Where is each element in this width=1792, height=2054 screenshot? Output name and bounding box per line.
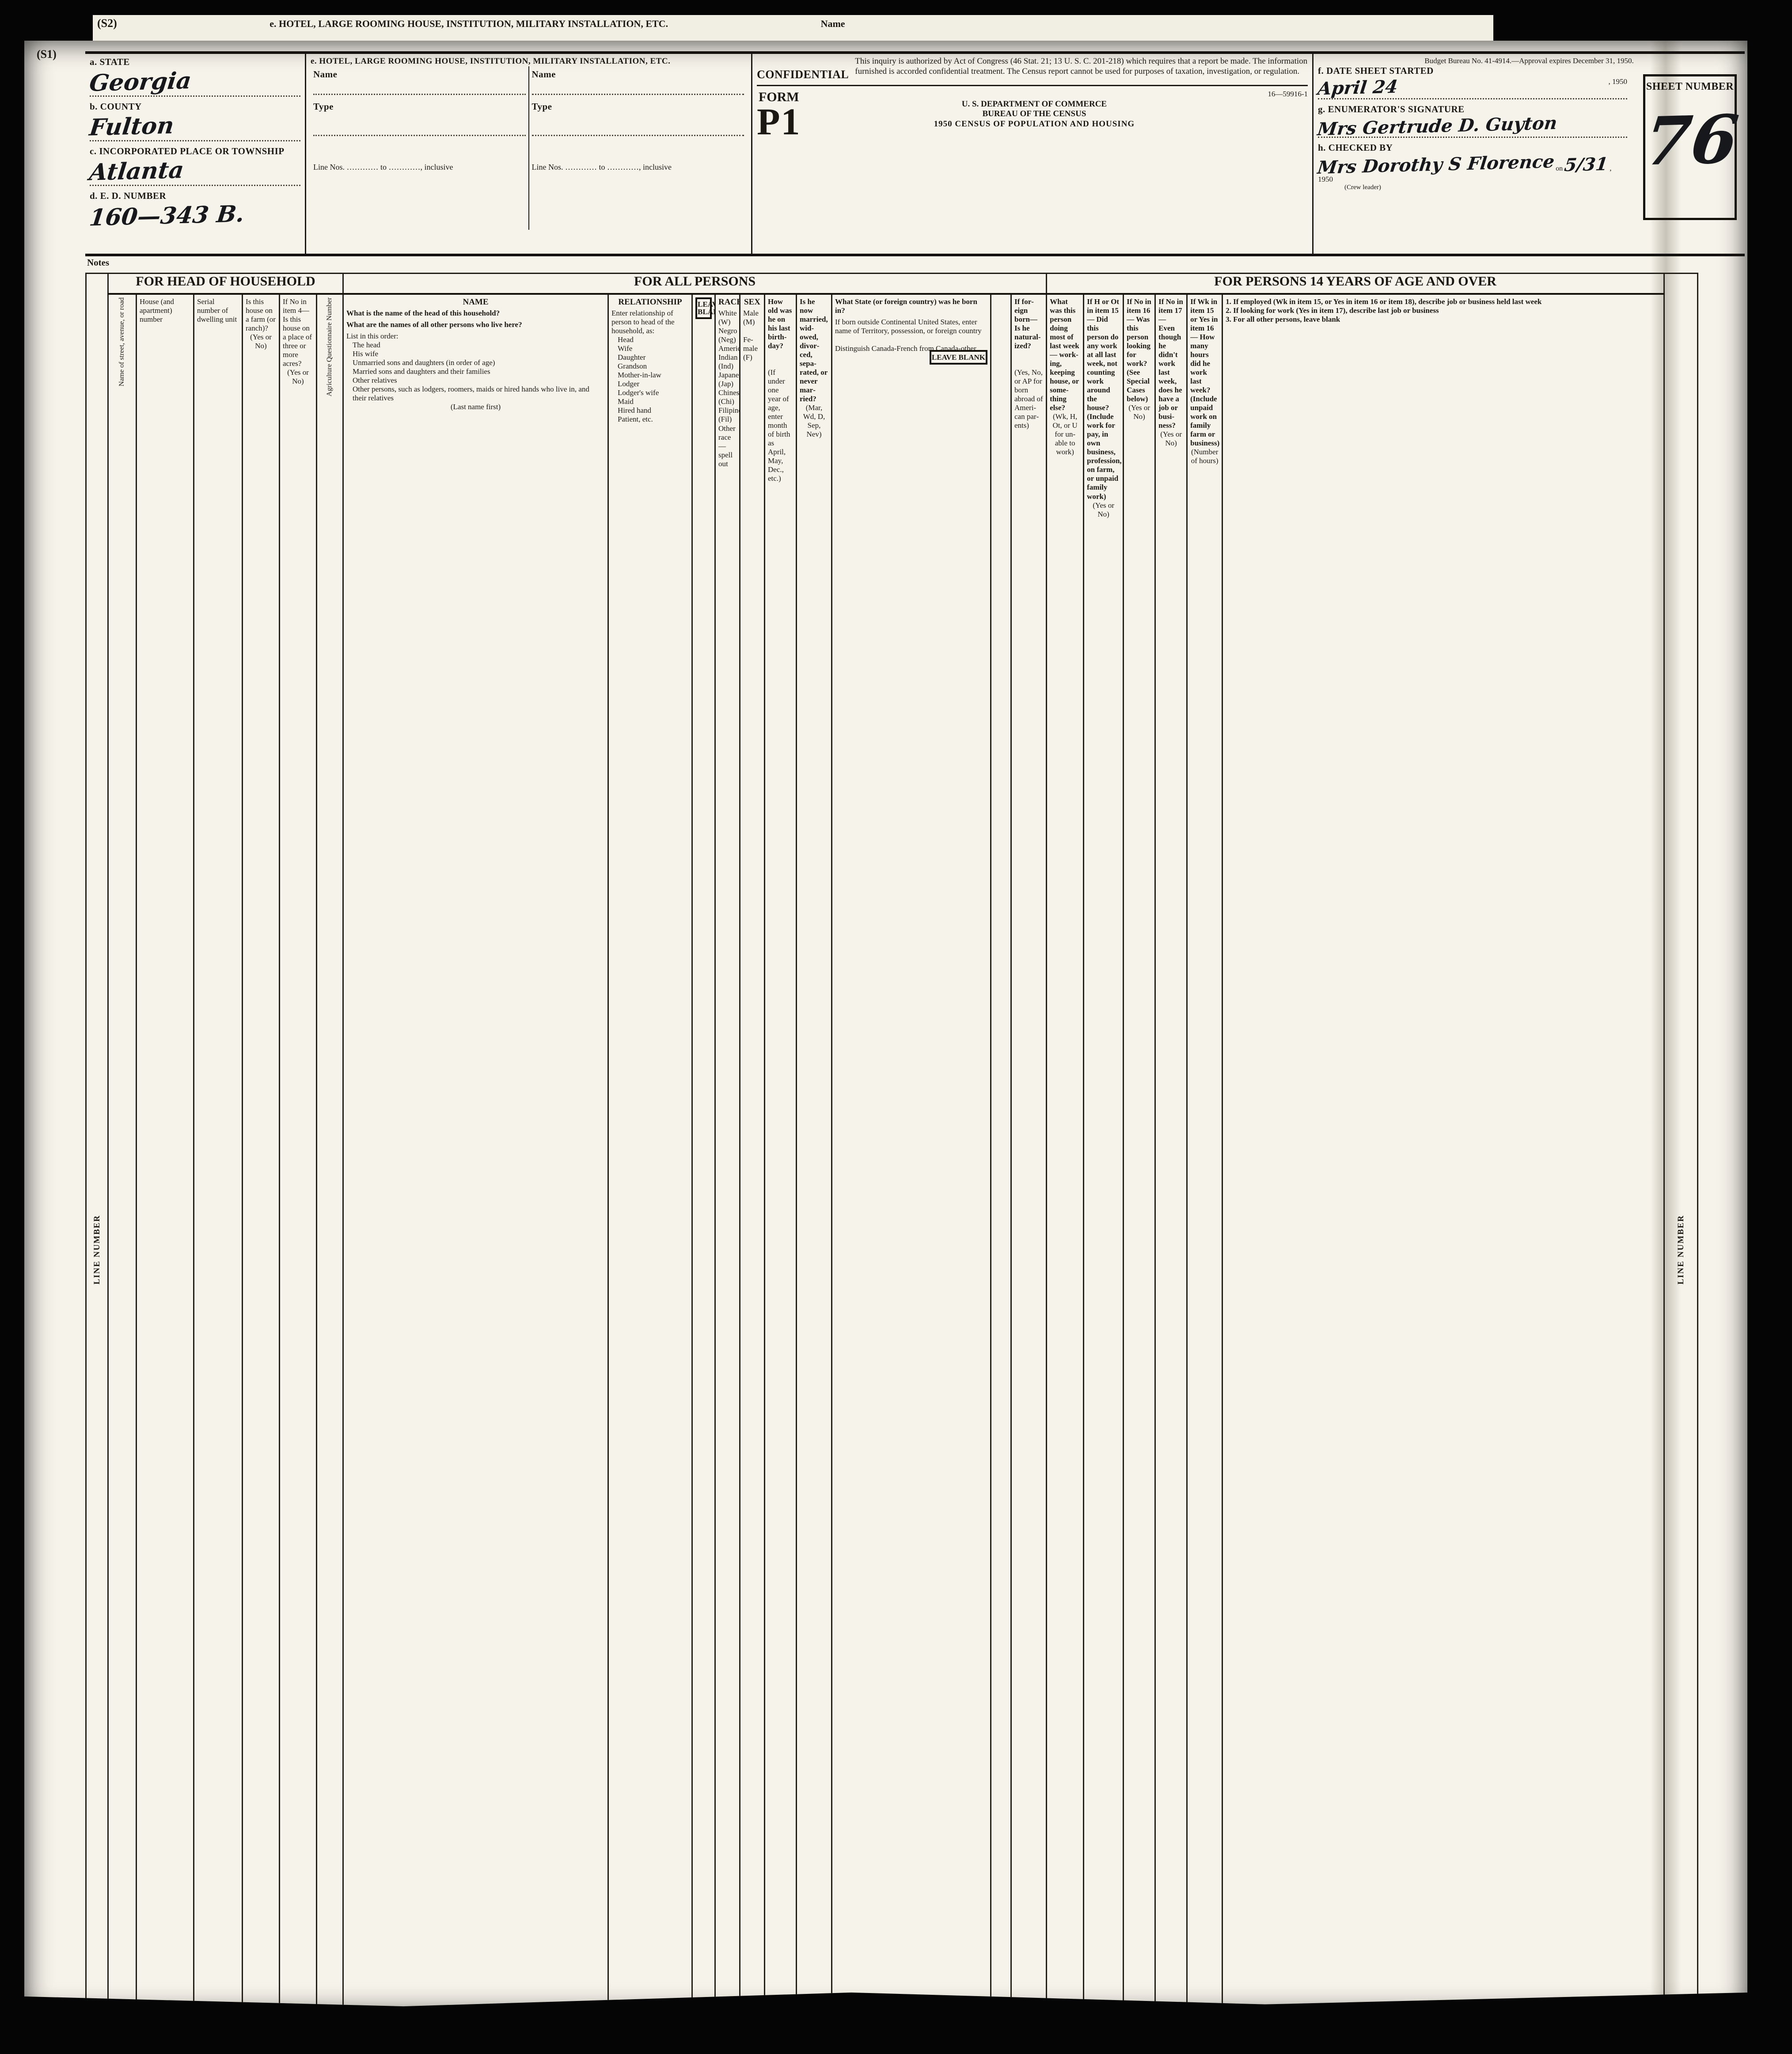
line-number-column-left: LINE NUMBER (85, 272, 109, 2007)
hotel-name-label-2: Name (532, 69, 556, 80)
section-head-of-household: FOR HEAD OF HOUSEHOLD (107, 273, 344, 295)
form-code: 16—59916-1 (1268, 90, 1308, 98)
col-house-header: House (and apart­ment) number (140, 297, 174, 323)
col-name-header: NAME What is the name of the head of this… (346, 297, 589, 411)
place-label: c. INCORPORATED PLACE OR TOWNSHIP (90, 146, 285, 156)
col-20b-header: What kind of business or industry was he… (1416, 2018, 1589, 2054)
hotel-col-2: Name Type Line Nos. ………… to …………, inclus… (529, 66, 747, 230)
col-birthplace-header: What State (or foreign country) was he b… (832, 295, 990, 365)
col-acres-header: If No in item 4— Is this house on a plac… (283, 297, 312, 385)
budget-line: Budget Bureau No. 41-4914.—Approval expi… (1424, 57, 1634, 65)
hotel-label: e. HOTEL, LARGE ROOMING HOUSE, INSTITUTI… (311, 57, 671, 66)
ed-number-value: 160—343 B. (87, 200, 246, 232)
hotel-box: e. HOTEL, LARGE ROOMING HOUSE, INSTITUTI… (306, 54, 752, 254)
department-title: U. S. DEPARTMENT OF COMMERCE (961, 99, 1107, 109)
col-19-header: If Wk in item 15 or Yes in item 16— How … (1190, 297, 1220, 465)
hotel-linenos-2: Line Nos. ………… to …………, inclusive (532, 163, 672, 171)
form-header: a. STATE Georgia b. COUNTY Fulton c. INC… (85, 51, 1745, 256)
col-relationship-header: RELATIONSHIP Enter relationship of person… (611, 297, 682, 424)
state-label: a. STATE (90, 57, 130, 67)
signature-box: Budget Bureau No. 41-4914.—Approval expi… (1314, 54, 1745, 254)
place-value: Atlanta (88, 156, 186, 186)
sheet-number-box: SHEET NUMBER 76 (1641, 74, 1742, 220)
check-year: , 1950 (1318, 164, 1612, 183)
col-17-header: If No in item 16— Was this per­son look­… (1127, 297, 1151, 421)
form-number-block: FORM P1 (757, 90, 801, 143)
col-naturalized-header: If for­eign born— Is he natu­ral­ized? (Y… (1014, 297, 1043, 430)
checker-signature: Mrs Dorothy S Florence (1316, 151, 1556, 178)
corner-label-s2: (S2) (97, 17, 117, 30)
enumerator-signature: Mrs Gertrude D. Guyton (1316, 112, 1558, 140)
title-box: CONFIDENTIAL This inquiry is authorized … (752, 54, 1314, 254)
col-a-leave-blank: LEAVE BLANK (693, 295, 714, 322)
hotel-type-label: Type (313, 101, 334, 112)
col-18-header: If No in item 17— Even though he didn't … (1158, 297, 1183, 448)
corner-label-s1: (S1) (37, 48, 57, 61)
date-year: , 1950 (1608, 77, 1628, 86)
line-number-column-right: LINE NUMBER (1663, 272, 1699, 2007)
county-value: Fulton (88, 112, 175, 141)
col-age-header: How old was he on his last birth­day? (If… (768, 297, 792, 483)
sheet-behind-name-label: Name (820, 18, 845, 29)
form-label: FORM (758, 90, 799, 104)
state-value: Georgia (88, 67, 193, 97)
bureau-title: BUREAU OF THE CENSUS (982, 109, 1086, 119)
sheet-number-label: SHEET NUMBER (1646, 81, 1734, 92)
confidential-text: This inquiry is authorized by Act of Con… (855, 57, 1308, 76)
hotel-type-label-2: Type (532, 101, 552, 112)
col-agri-header: Agriculture Questionnaire Number (326, 297, 334, 396)
census-title: 1950 CENSUS OF POPULATION AND HOUSING (934, 119, 1135, 129)
on-label: on (1556, 165, 1563, 172)
population-table: LINE NUMBER FOR HEAD OF HOUSEHOLD FOR AL… (85, 272, 1744, 2054)
hotel-name-label: Name (313, 69, 338, 80)
date-label: f. DATE SHEET STARTED (1318, 65, 1434, 76)
section-all-persons: FOR ALL PERSONS (342, 273, 1048, 295)
ed-number-label: d. E. D. NUMBER (90, 190, 167, 201)
col-sex-header: SEX Male (M) Fe­male (F) (743, 297, 760, 362)
col-race-header: RACEWhite (W)Negro (Neg)American Indian … (718, 297, 740, 468)
col-c-leave-blank: LEAVE BLANK (1631, 2015, 1663, 2054)
confidential-label: CONFIDENTIAL (757, 68, 849, 81)
checked-date: 5/31 (1563, 153, 1610, 176)
col-15-header: What was this person doing most of last … (1050, 297, 1079, 456)
col-16-header: If H or Ot in item 15— Did this person d… (1087, 297, 1122, 518)
col-serial-header: Serial number of dwell­ing unit (197, 297, 237, 323)
hotel-linenos-1: Line Nos. ………… to …………, inclusive (313, 163, 453, 171)
notes-label: Notes (87, 257, 110, 268)
col-farm-header: Is this house on a farm (or ranch)? (Yes … (246, 297, 276, 350)
county-label: b. COUNTY (90, 101, 142, 112)
geography-box: a. STATE Georgia b. COUNTY Fulton c. INC… (85, 54, 306, 254)
date-value: April 24 (1317, 76, 1399, 99)
checked-by-label: h. CHECKED BY (1318, 142, 1393, 153)
col-marital-header: Is he now mar­ried, wid­owed, divor­ced,… (800, 297, 828, 439)
form-number: P1 (757, 100, 801, 143)
col-street-header: Name of street, avenue, or road (118, 297, 126, 386)
population-table-wrap: LINE NUMBER FOR HEAD OF HOUSEHOLD FOR AL… (85, 272, 1745, 2054)
sheet-number-value: 76 (1640, 100, 1743, 181)
sheet-behind-hotel-label: e. HOTEL, LARGE ROOMING HOUSE, INSTITUTI… (270, 18, 668, 29)
section-persons-14-over: FOR PERSONS 14 YEARS OF AGE AND OVER (1046, 273, 1665, 295)
census-sheet: (S1) a. STATE Georgia b. COUNTY Fulton c… (24, 41, 1747, 2007)
crew-leader-label: (Crew leader) (1344, 184, 1381, 191)
col-20a-header: What kind of work was he doing? For examp… (1226, 2018, 1334, 2054)
enumerator-label: g. ENUMERATOR'S SIGNATURE (1318, 104, 1465, 114)
hotel-col-1: Name Type Line Nos. ………… to …………, inclus… (311, 66, 529, 230)
col-20-notes: 1. If employed (Wk in item 15, or Yes in… (1226, 297, 1542, 323)
col-b-leave-blank (991, 295, 1010, 300)
